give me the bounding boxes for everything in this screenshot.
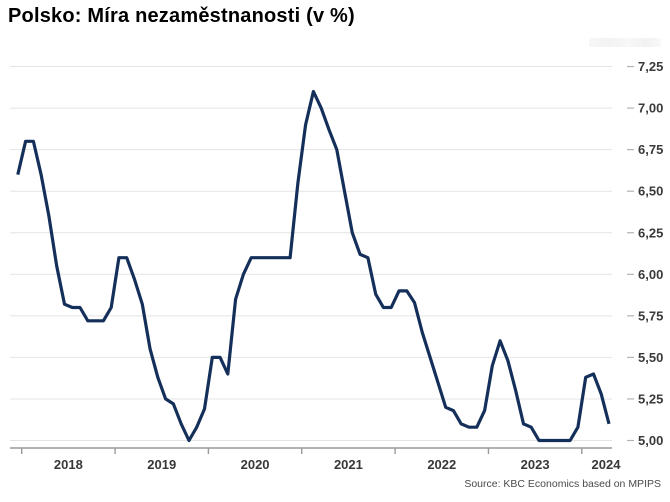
x-axis-label: 2022 [427, 457, 456, 472]
y-axis-label: 7,00 [638, 101, 663, 116]
source-note: Source: KBC Economics based on MPIPS [464, 478, 661, 490]
y-axis-label: 7,25 [638, 59, 663, 74]
data-series-line [16, 89, 611, 443]
y-axis-label: 6,75 [638, 142, 663, 157]
x-axis-label: 2018 [54, 457, 83, 472]
y-axis-label: 6,00 [638, 267, 663, 282]
y-axis-label: 6,25 [638, 225, 663, 240]
y-axis-label: 6,50 [638, 184, 663, 199]
x-axis-label: 2021 [334, 457, 363, 472]
x-axis-label: 2020 [241, 457, 270, 472]
y-axis-label: 5,75 [638, 308, 663, 323]
faint-text-artifact [589, 38, 661, 47]
y-axis-label: 5,50 [638, 350, 663, 365]
x-axis-label: 2019 [147, 457, 176, 472]
chart-title: Polsko: Míra nezaměstnanosti (v %) [8, 5, 355, 27]
y-axis-label: 5,25 [638, 391, 663, 406]
x-axis-label: 2023 [521, 457, 550, 472]
x-axis-label: 2024 [592, 457, 622, 472]
y-axis-label: 5,00 [638, 433, 663, 448]
